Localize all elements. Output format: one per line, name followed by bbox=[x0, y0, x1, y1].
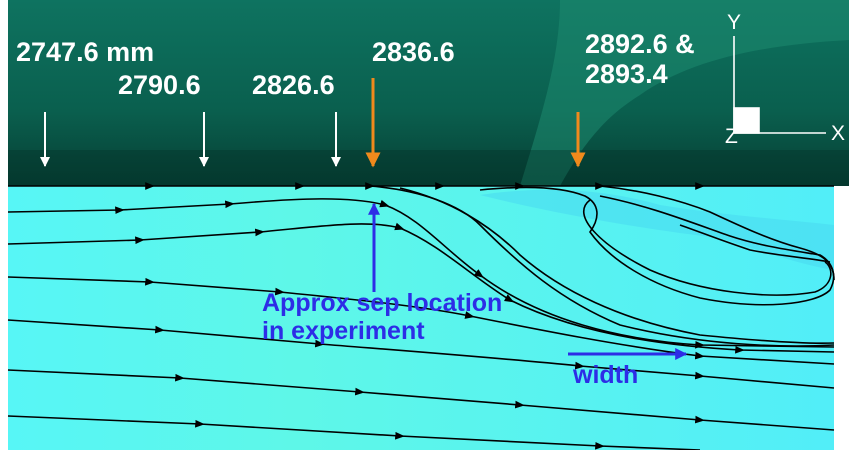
streamlines bbox=[7, 182, 835, 450]
streamline bbox=[399, 187, 835, 345]
streamline bbox=[7, 415, 701, 450]
triad-x-label: X bbox=[831, 122, 846, 145]
sep-location-label-line2: in experiment bbox=[262, 317, 425, 345]
station-markers bbox=[40, 78, 586, 168]
sep-location-label-line1: Approx sep location bbox=[262, 289, 503, 317]
recirculation-loop bbox=[679, 224, 831, 263]
triad-z-label: Z bbox=[725, 125, 738, 148]
station-label-2790-6: 2790.6 bbox=[118, 70, 201, 100]
streamline bbox=[7, 369, 835, 431]
recirculation-loop bbox=[599, 185, 835, 281]
recirculation-loop bbox=[583, 199, 832, 296]
top-surface-highlight bbox=[520, 0, 849, 186]
recirculation-loop bbox=[479, 186, 835, 306]
station-label-2836-6: 2836.6 bbox=[372, 37, 455, 67]
triad-y-label: Y bbox=[727, 11, 742, 34]
width-label: width bbox=[573, 361, 639, 389]
coordinate-triad bbox=[733, 36, 826, 134]
streamline bbox=[7, 319, 835, 389]
top-surface-shadow bbox=[8, 150, 849, 186]
station-label-2747-6: 2747.6 mm bbox=[16, 37, 155, 67]
z-axis-box bbox=[733, 107, 760, 134]
station-label-2826-6: 2826.6 bbox=[252, 70, 335, 100]
station-label-2892-6: 2892.6 & bbox=[585, 29, 695, 59]
station-label-2893-4: 2893.4 bbox=[585, 59, 668, 89]
